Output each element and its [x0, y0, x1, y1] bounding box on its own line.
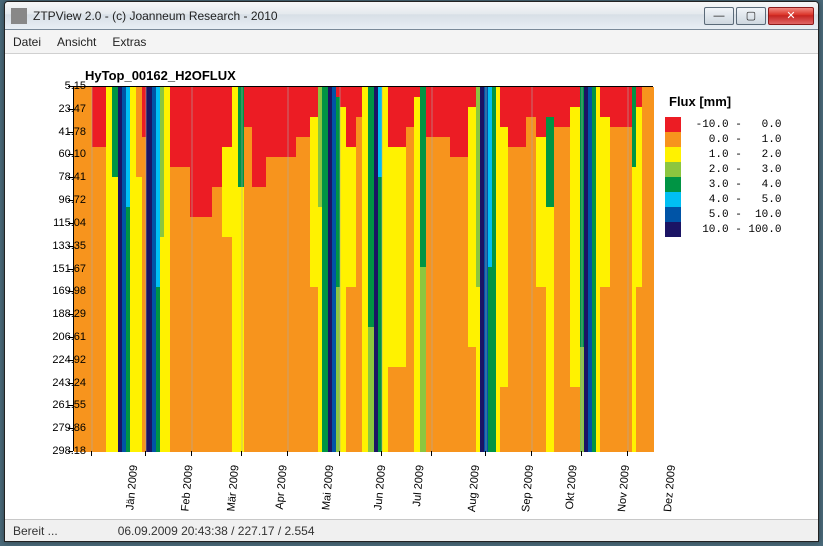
menubar: Datei Ansicht Extras	[5, 30, 818, 54]
legend-swatch	[665, 147, 681, 162]
y-tick: 96.72	[26, 194, 86, 206]
legend-item: 3.0 - 4.0	[665, 177, 810, 192]
y-tick: 5.15	[26, 80, 86, 92]
app-window: ZTPView 2.0 - (c) Joanneum Research - 20…	[4, 1, 819, 542]
legend-label: 4.0 - 5.0	[689, 194, 781, 206]
menu-datei[interactable]: Datei	[13, 35, 41, 49]
legend-label: -10.0 - 0.0	[689, 119, 781, 131]
chart-title: HyTop_00162_H2OFLUX	[85, 68, 236, 83]
legend-label: 2.0 - 3.0	[689, 164, 781, 176]
legend-swatch	[665, 132, 681, 147]
menu-ansicht[interactable]: Ansicht	[57, 35, 96, 49]
legend-item: 10.0 - 100.0	[665, 222, 810, 237]
y-tick: 206.61	[26, 331, 86, 343]
status-info: 06.09.2009 20:43:38 / 227.17 / 2.554	[118, 524, 315, 538]
titlebar[interactable]: ZTPView 2.0 - (c) Joanneum Research - 20…	[5, 2, 818, 30]
x-tick: Okt 2009	[564, 464, 580, 510]
app-icon	[11, 8, 27, 24]
y-tick: 243.24	[26, 377, 86, 389]
y-tick: 298.18	[26, 445, 86, 457]
y-tick: 224.92	[26, 354, 86, 366]
minimize-button[interactable]: —	[704, 7, 734, 25]
y-tick: 261.55	[26, 399, 86, 411]
legend-item: 4.0 - 5.0	[665, 192, 810, 207]
y-tick: 60.10	[26, 148, 86, 160]
close-button[interactable]: ✕	[768, 7, 814, 25]
legend-swatch	[665, 117, 681, 132]
client-area: HyTop_00162_H2OFLUX Flux [mm] -10.0 - 0.…	[5, 54, 818, 519]
x-tick: Dez 2009	[662, 464, 678, 512]
x-tick: Mai 2009	[320, 464, 336, 510]
x-tick: Sep 2009	[520, 464, 536, 512]
heatmap-plot[interactable]	[73, 86, 653, 451]
x-tick: Jun 2009	[372, 464, 388, 510]
x-tick: Jul 2009	[411, 464, 427, 506]
statusbar: Bereit ... 06.09.2009 20:43:38 / 227.17 …	[5, 519, 818, 541]
legend-swatch	[665, 192, 681, 207]
legend-item: 1.0 - 2.0	[665, 147, 810, 162]
y-tick: 41.78	[26, 126, 86, 138]
legend-item: 5.0 - 10.0	[665, 207, 810, 222]
legend-label: 3.0 - 4.0	[689, 179, 781, 191]
legend-label: 5.0 - 10.0	[689, 209, 781, 221]
x-tick: Jän 2009	[124, 464, 140, 510]
legend-label: 1.0 - 2.0	[689, 149, 781, 161]
legend-swatch	[665, 222, 681, 237]
menu-extras[interactable]: Extras	[112, 35, 146, 49]
maximize-button[interactable]: ▢	[736, 7, 766, 25]
legend-swatch	[665, 207, 681, 222]
y-tick: 151.67	[26, 263, 86, 275]
legend-item: 2.0 - 3.0	[665, 162, 810, 177]
legend-title: Flux [mm]	[669, 94, 810, 109]
legend-item: -10.0 - 0.0	[665, 117, 810, 132]
y-tick: 188.29	[26, 308, 86, 320]
legend-swatch	[665, 177, 681, 192]
status-ready: Bereit ...	[13, 524, 58, 538]
x-tick: Mär 2009	[225, 464, 241, 511]
y-tick: 115.04	[26, 217, 86, 229]
y-tick: 23.47	[26, 103, 86, 115]
x-tick: Aug 2009	[466, 464, 482, 512]
x-tick: Nov 2009	[616, 464, 632, 512]
legend-label: 10.0 - 100.0	[689, 224, 781, 236]
legend-item: 0.0 - 1.0	[665, 132, 810, 147]
legend-swatch	[665, 162, 681, 177]
y-tick: 169.98	[26, 285, 86, 297]
y-tick: 279.86	[26, 422, 86, 434]
legend: Flux [mm] -10.0 - 0.0 0.0 - 1.0 1.0 - 2.…	[665, 94, 810, 237]
window-title: ZTPView 2.0 - (c) Joanneum Research - 20…	[33, 9, 702, 23]
chart-area: HyTop_00162_H2OFLUX Flux [mm] -10.0 - 0.…	[5, 54, 818, 519]
y-tick: 78.41	[26, 171, 86, 183]
x-tick: Apr 2009	[274, 464, 290, 510]
legend-label: 0.0 - 1.0	[689, 134, 781, 146]
y-tick: 133.35	[26, 240, 86, 252]
x-tick: Feb 2009	[179, 464, 195, 511]
